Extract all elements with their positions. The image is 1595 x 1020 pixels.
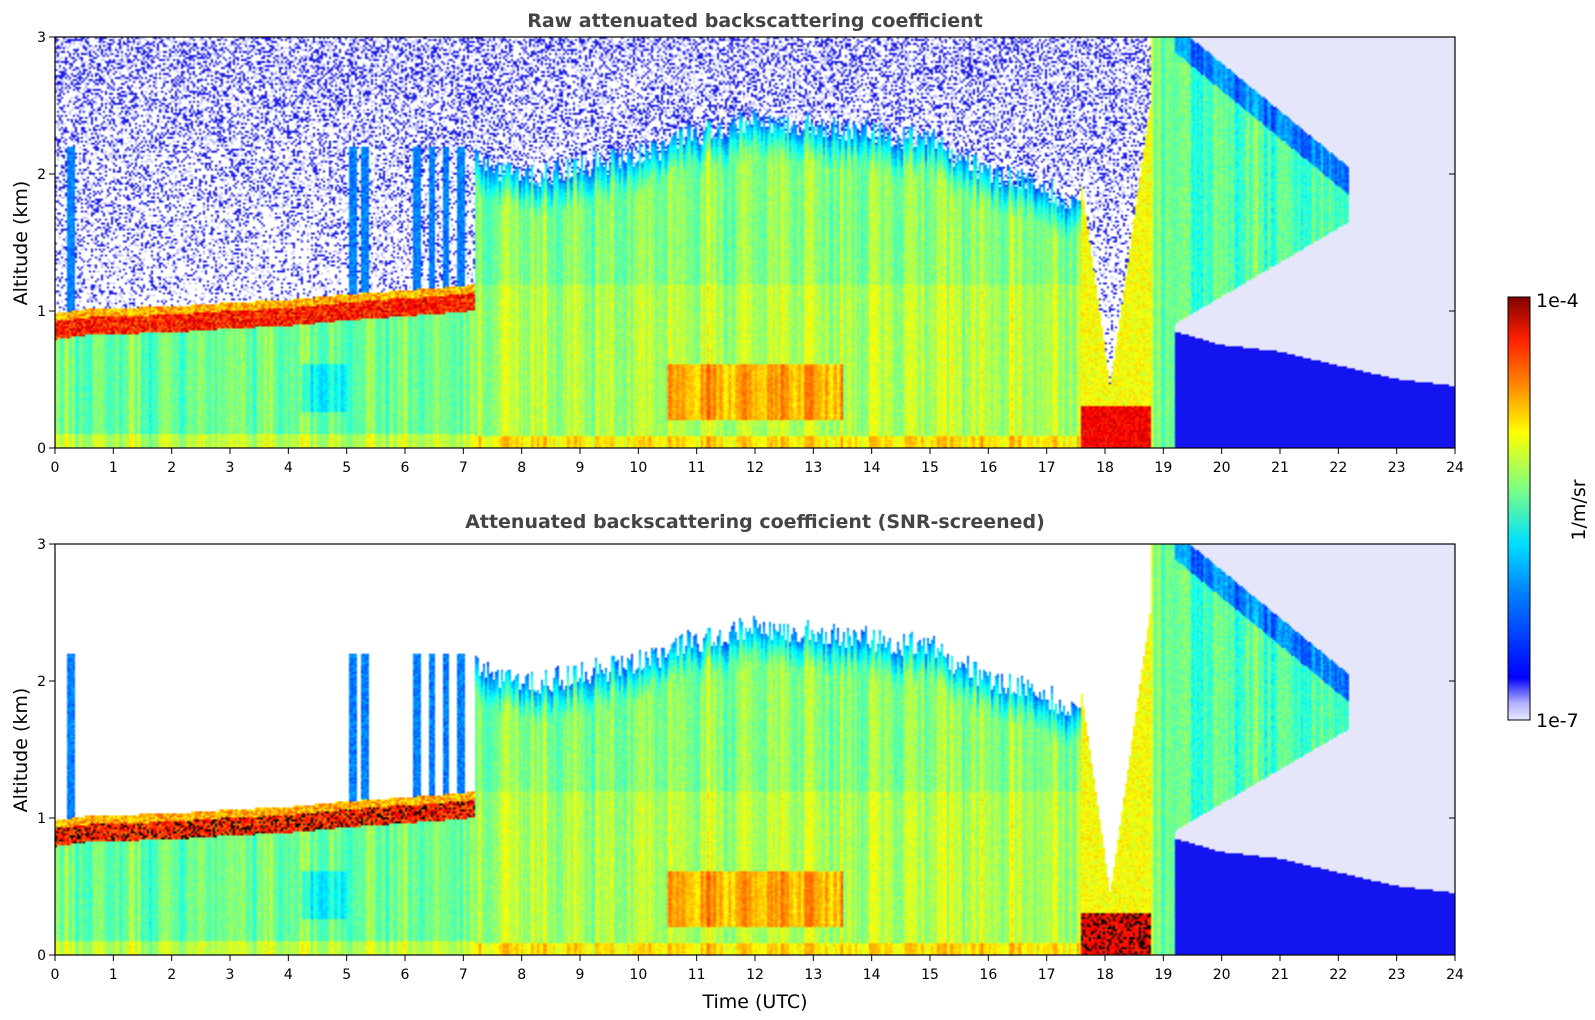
- x-tick-label: 17: [1038, 967, 1056, 983]
- colorbar-max-label: 1e-4: [1536, 290, 1579, 312]
- y-tick-label: 0: [37, 948, 46, 964]
- x-tick-label: 7: [459, 460, 468, 476]
- x-tick-label: 5: [342, 460, 351, 476]
- heatmap-area: [55, 544, 1455, 955]
- panel-screened: Attenuated backscattering coefficient (S…: [10, 511, 1464, 1013]
- y-tick-label: 2: [37, 674, 46, 690]
- panel-raw: Raw attenuated backscattering coefficien…: [10, 10, 1464, 476]
- y-tick-label: 1: [37, 811, 46, 827]
- x-tick-label: 24: [1446, 460, 1464, 476]
- x-tick-label: 12: [746, 967, 764, 983]
- x-tick-label: 6: [401, 460, 410, 476]
- heatmap-area: [55, 37, 1455, 448]
- x-tick-label: 22: [1329, 460, 1347, 476]
- x-tick-label: 1: [109, 460, 118, 476]
- x-tick-label: 13: [804, 460, 822, 476]
- x-tick-label: 3: [226, 967, 235, 983]
- x-tick-label: 20: [1213, 460, 1231, 476]
- x-tick-label: 17: [1038, 460, 1056, 476]
- x-tick-label: 5: [342, 967, 351, 983]
- x-tick-label: 9: [576, 460, 585, 476]
- colorbar-units-label: 1/m/sr: [1568, 479, 1590, 540]
- x-tick-label: 8: [517, 967, 526, 983]
- colorbar: 1e-4 1e-7 1/m/sr: [1507, 290, 1590, 732]
- x-tick-label: 19: [1154, 967, 1172, 983]
- x-tick-label: 8: [517, 460, 526, 476]
- x-tick-label: 0: [51, 967, 60, 983]
- panel-title: Attenuated backscattering coefficient (S…: [465, 511, 1045, 533]
- colorbar-gradient: [1507, 296, 1531, 721]
- x-tick-label: 21: [1271, 460, 1289, 476]
- x-tick-label: 10: [629, 460, 647, 476]
- x-tick-label: 16: [979, 460, 997, 476]
- y-tick-label: 0: [37, 441, 46, 457]
- x-tick-label: 3: [226, 460, 235, 476]
- y-tick-label: 2: [37, 167, 46, 183]
- x-axis-label: Time (UTC): [701, 991, 807, 1013]
- x-tick-label: 14: [863, 967, 881, 983]
- x-tick-label: 12: [746, 460, 764, 476]
- x-tick-label: 7: [459, 967, 468, 983]
- x-tick-label: 18: [1096, 460, 1114, 476]
- x-tick-label: 11: [688, 460, 706, 476]
- x-tick-label: 23: [1388, 967, 1406, 983]
- x-tick-label: 2: [167, 460, 176, 476]
- x-tick-label: 6: [401, 967, 410, 983]
- x-tick-label: 1: [109, 967, 118, 983]
- x-tick-label: 15: [921, 967, 939, 983]
- y-tick-label: 3: [37, 30, 46, 46]
- x-tick-label: 20: [1213, 967, 1231, 983]
- y-axis-label: Altitude (km): [10, 688, 32, 813]
- x-tick-label: 23: [1388, 460, 1406, 476]
- x-tick-label: 24: [1446, 967, 1464, 983]
- x-tick-label: 14: [863, 460, 881, 476]
- x-tick-label: 21: [1271, 967, 1289, 983]
- axis-ticks: 0 1 2 3 4 5 6 7 8 9 10 11 12 13 14 15 16 17 18 19 20 21 22 23 24…: [37, 30, 1464, 476]
- x-tick-label: 13: [804, 967, 822, 983]
- heatmap-canvas: [55, 37, 1455, 448]
- x-tick-label: 15: [921, 460, 939, 476]
- x-tick-label: 22: [1329, 967, 1347, 983]
- x-tick-label: 9: [576, 967, 585, 983]
- x-tick-label: 4: [284, 967, 293, 983]
- heatmap-canvas: [55, 544, 1455, 955]
- x-tick-label: 10: [629, 967, 647, 983]
- x-tick-label: 16: [979, 967, 997, 983]
- y-tick-label: 1: [37, 304, 46, 320]
- colorbar-min-label: 1e-7: [1536, 710, 1579, 732]
- x-tick-label: 18: [1096, 967, 1114, 983]
- x-tick-label: 11: [688, 967, 706, 983]
- x-tick-label: 19: [1154, 460, 1172, 476]
- axis-ticks: 0 1 2 3 4 5 6 7 8 9 10 11 12 13 14 15 16 17 18 19 20 21 22 23 24…: [37, 537, 1464, 983]
- panel-title: Raw attenuated backscattering coefficien…: [527, 10, 983, 32]
- y-tick-label: 3: [37, 537, 46, 553]
- x-tick-label: 0: [51, 460, 60, 476]
- x-tick-label: 2: [167, 967, 176, 983]
- y-axis-label: Altitude (km): [10, 181, 32, 306]
- x-tick-label: 4: [284, 460, 293, 476]
